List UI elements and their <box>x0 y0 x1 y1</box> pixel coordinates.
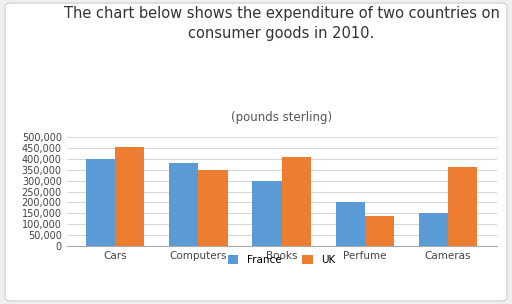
Bar <box>365 216 394 246</box>
Bar <box>419 213 448 246</box>
Text: The chart below shows the expenditure of two countries on
consumer goods in 2010: The chart below shows the expenditure of… <box>63 6 500 41</box>
Bar <box>199 170 227 246</box>
Bar <box>448 168 477 246</box>
Bar <box>86 159 115 246</box>
Bar <box>336 202 365 246</box>
Text: (pounds sterling): (pounds sterling) <box>231 111 332 124</box>
Bar <box>169 163 199 246</box>
Bar <box>282 157 311 246</box>
Bar <box>252 181 282 246</box>
Legend: France, UK: France, UK <box>228 255 335 265</box>
Bar <box>115 147 144 246</box>
